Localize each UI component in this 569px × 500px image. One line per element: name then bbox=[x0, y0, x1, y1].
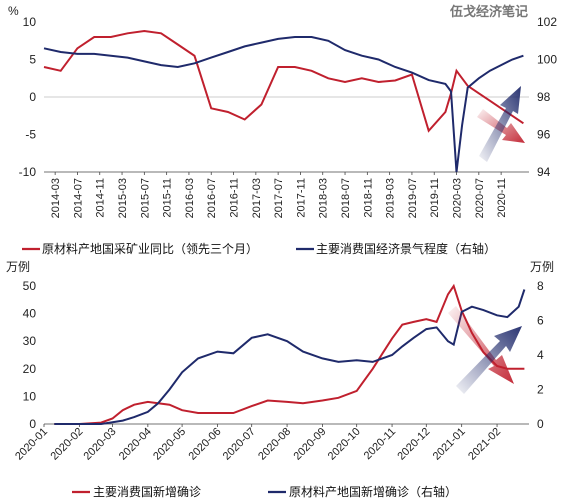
chart-1-series-navy-line bbox=[43, 36, 524, 173]
chart-1-left-tick-label: 0 bbox=[29, 90, 36, 104]
chart-1-x-tick-label: 2019-03 bbox=[385, 178, 397, 218]
chart-2-right-tick-label: 2 bbox=[537, 383, 544, 397]
chart-1-left-tick-label: 5 bbox=[29, 53, 36, 67]
chart-1-right-tick-label: 100 bbox=[537, 53, 557, 67]
legend-2-red-label: 主要消费国新增确诊 bbox=[93, 484, 201, 499]
chart-2-right-tick-label: 6 bbox=[537, 314, 544, 328]
chart-1-x-tick-label: 2017-07 bbox=[273, 178, 285, 218]
chart-2-x-tick-label: 2021-02 bbox=[466, 426, 503, 463]
chart-2-left-tick-label: 30 bbox=[23, 334, 37, 348]
chart-2-left-tick-label: 40 bbox=[23, 307, 37, 321]
chart-2-x-tick-label: 2020-12 bbox=[395, 426, 432, 463]
chart-2-x-tick-label: 2020-10 bbox=[326, 426, 363, 463]
chart-2-left-tick-label: 0 bbox=[29, 417, 36, 431]
chart-2-series-red-line bbox=[54, 283, 525, 425]
chart-2-right-unit: 万例 bbox=[530, 260, 554, 274]
chart-1-up-arrow bbox=[479, 86, 521, 162]
legend-1-navy-label: 主要消费国经济景气程度（右轴） bbox=[316, 241, 496, 256]
chart-1-x-tick-label: 2019-11 bbox=[429, 178, 441, 218]
chart-1-x-tick-label: 2014-03 bbox=[50, 178, 62, 218]
chart-1-right-ticks: 102 100 98 96 94 bbox=[537, 15, 557, 179]
chart-2-right-tick-label: 0 bbox=[537, 417, 544, 431]
chart-1-legend: 原材料产地国采矿业同比（领先三个月） 主要消费国经济景气程度（右轴） bbox=[22, 241, 496, 256]
chart-2-right-tick-label: 4 bbox=[537, 348, 544, 362]
legend-2-navy-label: 原材料产地国新增确诊（右轴） bbox=[289, 484, 457, 499]
chart-1-left-tick-label: -5 bbox=[25, 128, 36, 142]
chart-1-x-tick-label: 2014-07 bbox=[72, 178, 84, 218]
chart-1-x-tick-label: 2018-03 bbox=[318, 178, 330, 218]
chart-2-x-tick-label: 2020-03 bbox=[82, 426, 119, 463]
chart-2-x-tick-label: 2020-09 bbox=[292, 426, 329, 463]
chart-2-series-navy-line bbox=[54, 289, 526, 425]
chart-2-right-ticks: 8 6 4 2 0 bbox=[537, 279, 544, 431]
watermark: 伍戈经济笔记 bbox=[449, 4, 528, 19]
chart-2-left-tick-label: 10 bbox=[23, 389, 37, 403]
chart-2-left-tick-label: 20 bbox=[23, 362, 37, 376]
legend-1-red-label: 原材料产地国采矿业同比（领先三个月） bbox=[42, 242, 258, 256]
chart-1-x-tick-label: 2018-11 bbox=[362, 178, 374, 218]
chart-2-x-tick-label: 2021-01 bbox=[431, 426, 468, 463]
chart-1-x-tick-label: 2018-07 bbox=[340, 178, 352, 218]
chart-1-x-tick-label: 2017-11 bbox=[295, 178, 307, 218]
chart-1-left-ticks: 10 5 0 -5 -10 bbox=[19, 15, 37, 179]
chart-2-left-ticks: 50 40 30 20 10 0 bbox=[23, 279, 37, 431]
chart-1-x-tick-label: 2019-07 bbox=[407, 178, 419, 218]
chart-1-right-tick-label: 102 bbox=[537, 15, 557, 29]
chart-2-x-tick-label: 2020-11 bbox=[362, 426, 398, 462]
chart-2-left-unit: 万例 bbox=[6, 260, 30, 274]
chart-1-left-tick-label: 10 bbox=[23, 15, 37, 29]
chart-2-x-tick-label: 2020-06 bbox=[187, 426, 224, 463]
chart-1-left-tick-label: -10 bbox=[19, 165, 37, 179]
chart-2-x-ticks: 2020-012020-022020-032020-042020-052020-… bbox=[13, 424, 503, 463]
chart-1-right-tick-label: 94 bbox=[537, 165, 551, 179]
chart-2-down-arrow bbox=[448, 306, 514, 384]
chart-2-legend: 主要消费国新增确诊 原材料产地国新增确诊（右轴） bbox=[72, 484, 457, 499]
chart-1-x-tick-label: 2020-03 bbox=[452, 178, 464, 218]
chart-1-x-tick-label: 2020-07 bbox=[474, 178, 486, 218]
chart-2-x-tick-label: 2020-01 bbox=[13, 426, 50, 463]
chart-1-x-ticks: 2014-03 2014-07 2014-11 2015-03 2015-07 2015-… bbox=[50, 172, 508, 218]
chart-1-x-tick-label: 2015-07 bbox=[139, 178, 151, 218]
chart-2-right-tick-label: 8 bbox=[537, 279, 544, 293]
chart-2-up-arrow bbox=[456, 326, 522, 394]
chart-2-x-tick-label: 2020-08 bbox=[256, 426, 293, 463]
chart-1-x-tick-label: 2016-11 bbox=[229, 178, 241, 218]
chart-1-right-tick-label: 96 bbox=[537, 128, 551, 142]
chart-1-x-tick-label: 2015-03 bbox=[117, 178, 129, 218]
chart-1-x-tick-label: 2016-07 bbox=[206, 178, 218, 218]
chart-1-series-red-line bbox=[43, 29, 524, 133]
chart-1-left-unit: % bbox=[8, 4, 19, 18]
chart-2-x-tick-label: 2020-04 bbox=[117, 426, 154, 463]
chart-2-x-tick-label: 2020-02 bbox=[48, 426, 85, 463]
chart-1-x-tick-label: 2017-03 bbox=[251, 178, 263, 218]
chart-1-x-tick-label: 2016-03 bbox=[184, 178, 196, 218]
chart-2-x-tick-label: 2020-05 bbox=[151, 426, 188, 463]
chart-1-x-tick-label: 2014-11 bbox=[95, 178, 107, 218]
chart-2-x-tick-label: 2020-07 bbox=[221, 426, 258, 463]
chart-1-right-tick-label: 98 bbox=[537, 90, 551, 104]
chart-1-x-tick-label: 2020-11 bbox=[496, 178, 508, 218]
chart-1-x-tick-label: 2015-11 bbox=[162, 178, 174, 218]
chart-2-left-tick-label: 50 bbox=[23, 279, 37, 293]
